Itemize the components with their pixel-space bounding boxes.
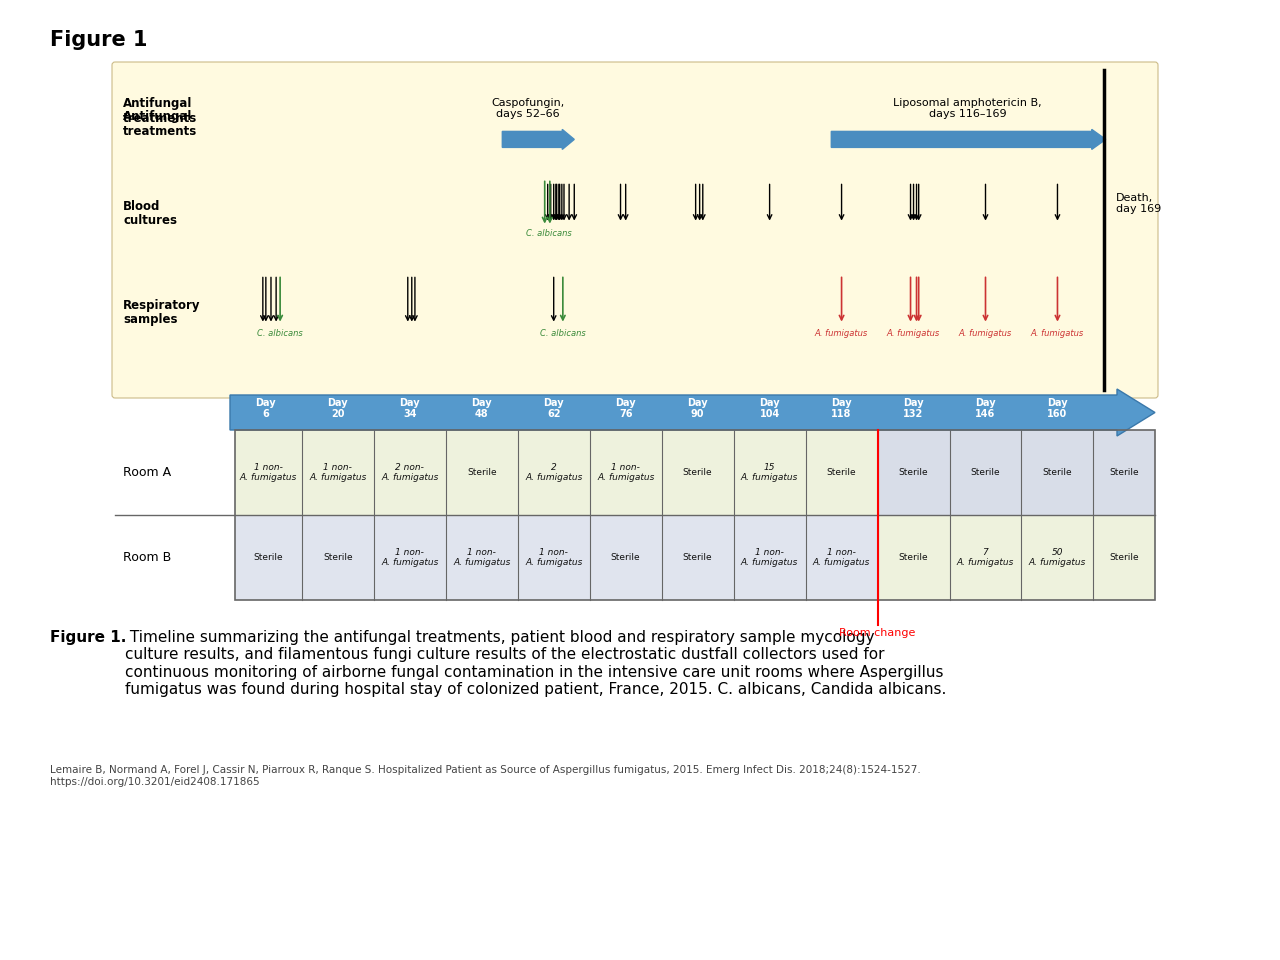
Text: Sterile: Sterile xyxy=(611,553,640,562)
Text: Sterile: Sterile xyxy=(682,468,713,477)
Text: Sterile: Sterile xyxy=(253,553,283,562)
Text: 1 non-
A. fumigatus: 1 non- A. fumigatus xyxy=(813,548,870,567)
Text: Antifungal
treatments: Antifungal treatments xyxy=(123,97,197,125)
Text: 50
A. fumigatus: 50 A. fumigatus xyxy=(1029,548,1087,567)
Text: Sterile: Sterile xyxy=(1110,468,1139,477)
Bar xyxy=(236,430,1155,515)
Text: Sterile: Sterile xyxy=(970,468,1000,477)
Text: Antifungal
treatments: Antifungal treatments xyxy=(123,110,197,138)
Text: 1 non-
A. fumigatus: 1 non- A. fumigatus xyxy=(525,548,582,567)
Text: Liposomal amphotericin B,
days 116–169: Liposomal amphotericin B, days 116–169 xyxy=(893,98,1042,119)
Text: A. fumigatus: A. fumigatus xyxy=(815,329,868,339)
Text: Death,
day 169: Death, day 169 xyxy=(1116,193,1161,214)
Bar xyxy=(878,430,1155,515)
Text: Sterile: Sterile xyxy=(899,553,928,562)
Text: Figure 1: Figure 1 xyxy=(50,30,147,50)
Text: 7
A. fumigatus: 7 A. fumigatus xyxy=(957,548,1014,567)
Text: Day
62: Day 62 xyxy=(544,397,564,420)
Text: Day
160: Day 160 xyxy=(1047,397,1068,420)
Bar xyxy=(878,515,1155,600)
Text: A. fumigatus: A. fumigatus xyxy=(887,329,941,339)
FancyArrow shape xyxy=(230,389,1155,436)
Text: Day
146: Day 146 xyxy=(975,397,996,420)
FancyArrow shape xyxy=(831,130,1106,150)
Text: C. albicans: C. albicans xyxy=(526,229,572,238)
Bar xyxy=(236,430,1155,600)
Text: Day
132: Day 132 xyxy=(904,397,924,420)
FancyArrow shape xyxy=(502,130,575,150)
Text: Day
76: Day 76 xyxy=(616,397,636,420)
FancyBboxPatch shape xyxy=(113,62,1158,398)
Text: A. fumigatus: A. fumigatus xyxy=(959,329,1012,339)
Text: 1 non-
A. fumigatus: 1 non- A. fumigatus xyxy=(381,548,439,567)
Text: Figure 1.: Figure 1. xyxy=(50,630,127,645)
Text: Room A: Room A xyxy=(123,466,172,479)
Text: Room change: Room change xyxy=(840,628,915,638)
Text: Day
48: Day 48 xyxy=(471,397,492,420)
Text: Respiratory
samples: Respiratory samples xyxy=(123,299,201,326)
Text: Sterile: Sterile xyxy=(467,468,497,477)
Text: Timeline summarizing the antifungal treatments, patient blood and respiratory sa: Timeline summarizing the antifungal trea… xyxy=(125,630,946,697)
Text: 1 non-
A. fumigatus: 1 non- A. fumigatus xyxy=(596,463,654,482)
Text: Lemaire B, Normand A, Forel J, Cassir N, Piarroux R, Ranque S. Hospitalized Pati: Lemaire B, Normand A, Forel J, Cassir N,… xyxy=(50,765,920,786)
Text: 1 non-
A. fumigatus: 1 non- A. fumigatus xyxy=(239,463,297,482)
Text: 1 non-
A. fumigatus: 1 non- A. fumigatus xyxy=(453,548,511,567)
Text: 1 non-
A. fumigatus: 1 non- A. fumigatus xyxy=(741,548,799,567)
Text: 1 non-
A. fumigatus: 1 non- A. fumigatus xyxy=(310,463,366,482)
Text: A. fumigatus: A. fumigatus xyxy=(1030,329,1084,339)
Text: C. albicans: C. albicans xyxy=(257,329,303,339)
Text: Day
90: Day 90 xyxy=(687,397,708,420)
Text: Room B: Room B xyxy=(123,551,172,564)
Text: Sterile: Sterile xyxy=(682,553,713,562)
Text: Caspofungin,
days 52–66: Caspofungin, days 52–66 xyxy=(492,98,564,119)
Text: Day
6: Day 6 xyxy=(256,397,276,420)
Text: Sterile: Sterile xyxy=(1110,553,1139,562)
Text: Day
20: Day 20 xyxy=(328,397,348,420)
Text: 2
A. fumigatus: 2 A. fumigatus xyxy=(525,463,582,482)
Text: 2 non-
A. fumigatus: 2 non- A. fumigatus xyxy=(381,463,439,482)
Text: Sterile: Sterile xyxy=(827,468,856,477)
Text: Day
118: Day 118 xyxy=(831,397,852,420)
Text: C. albicans: C. albicans xyxy=(540,329,586,339)
Text: Blood
cultures: Blood cultures xyxy=(123,200,177,228)
Bar xyxy=(236,515,1155,600)
Text: Sterile: Sterile xyxy=(323,553,352,562)
Text: 15
A. fumigatus: 15 A. fumigatus xyxy=(741,463,799,482)
Text: Day
34: Day 34 xyxy=(399,397,420,420)
Text: Day
104: Day 104 xyxy=(759,397,780,420)
Text: Sterile: Sterile xyxy=(1043,468,1073,477)
Text: Sterile: Sterile xyxy=(899,468,928,477)
